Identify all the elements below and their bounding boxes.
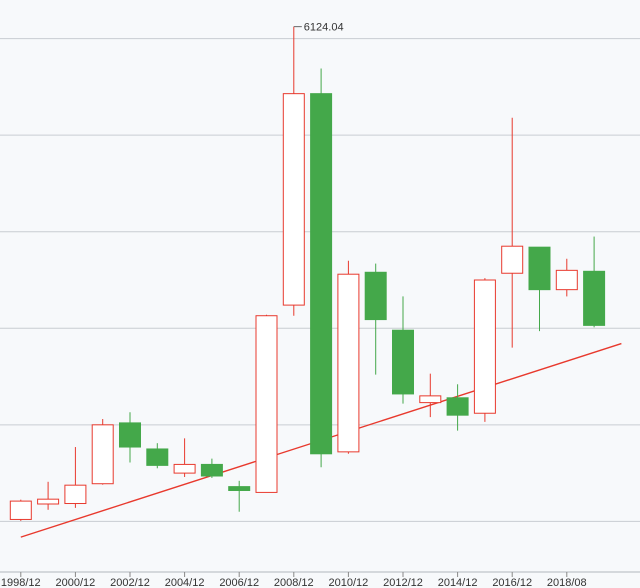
candle-down bbox=[446, 397, 469, 416]
candle-up bbox=[64, 484, 87, 505]
max-value-annotation: 6124.04 bbox=[304, 22, 344, 34]
x-tick-label: 2016/12 bbox=[492, 577, 532, 588]
candle-up bbox=[419, 395, 442, 404]
candle-up bbox=[91, 424, 114, 485]
candle-down bbox=[146, 448, 169, 466]
x-tick-label: 2014/12 bbox=[438, 577, 478, 588]
candle-up bbox=[282, 93, 305, 306]
candle-down bbox=[200, 463, 223, 477]
x-tick-label: 2000/12 bbox=[56, 577, 96, 588]
x-tick-label: 2010/12 bbox=[329, 577, 369, 588]
candle-up bbox=[337, 273, 360, 453]
candle-down bbox=[364, 271, 387, 321]
x-tick-label: 1998/12 bbox=[1, 577, 41, 588]
candle-up bbox=[473, 279, 496, 414]
candle-up bbox=[555, 269, 578, 291]
candle-down bbox=[528, 246, 551, 291]
candle-up bbox=[501, 245, 524, 274]
candle-down bbox=[583, 270, 606, 326]
candle-up bbox=[9, 500, 32, 520]
x-tick-label: 2008/12 bbox=[274, 577, 314, 588]
candle-up bbox=[37, 498, 60, 505]
candle-down bbox=[119, 422, 141, 448]
x-tick-label: 2004/12 bbox=[165, 577, 205, 588]
candle-up bbox=[255, 315, 278, 493]
candle-down bbox=[310, 93, 333, 455]
x-tick-label: 2002/12 bbox=[110, 577, 150, 588]
x-tick-label: 2006/12 bbox=[219, 577, 259, 588]
candle-up bbox=[173, 463, 196, 474]
candle-down bbox=[228, 486, 251, 491]
x-tick-label: 2018/08 bbox=[547, 577, 587, 588]
x-tick-label: 2012/12 bbox=[383, 577, 423, 588]
candle-down bbox=[392, 329, 414, 395]
